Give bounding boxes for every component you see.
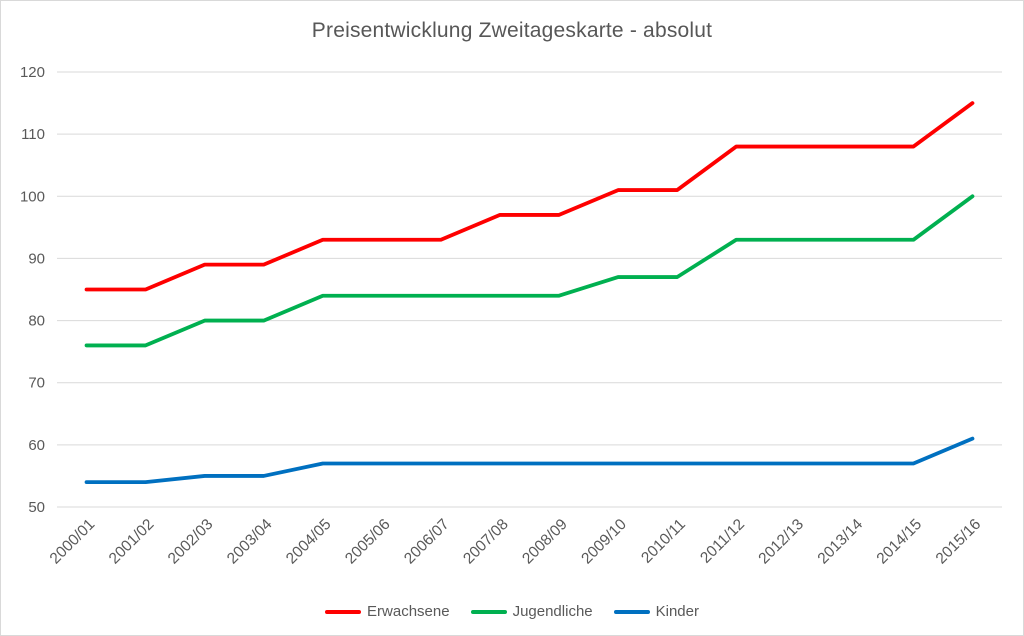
x-tick-label: 2014/15 <box>874 516 926 568</box>
series-line-erwachsene[interactable] <box>84 101 975 292</box>
x-tick-label: 2000/01 <box>47 516 99 568</box>
x-tick-label: 2006/07 <box>401 516 453 568</box>
y-tick-label: 70 <box>28 375 45 392</box>
legend-item-jugendliche[interactable]: Jugendliche <box>470 603 593 620</box>
x-tick-label: 2007/08 <box>460 516 512 568</box>
legend-line-swatch-kinder <box>613 609 650 614</box>
chart-title: Preisentwicklung Zweitageskarte - absolu… <box>311 19 713 42</box>
x-tick-label: 2013/14 <box>815 516 867 568</box>
legend-label-erwachsene: Erwachsene <box>367 603 450 620</box>
y-tick-label: 110 <box>21 126 45 143</box>
series-line-kinder[interactable] <box>84 436 975 485</box>
x-tick-label: 2005/06 <box>342 516 394 568</box>
y-tick-label: 100 <box>20 188 45 205</box>
series-line-jugendliche[interactable] <box>84 194 975 348</box>
x-tick-label: 2002/03 <box>165 516 217 568</box>
legend-line-swatch-erwachsene <box>325 609 362 614</box>
y-tick-label: 60 <box>28 437 45 454</box>
x-tick-label: 2004/05 <box>283 516 335 568</box>
y-tick-label: 80 <box>28 313 45 330</box>
legend-label-kinder: Kinder <box>655 603 699 620</box>
y-tick-label: 50 <box>28 499 45 516</box>
legend: Erwachsene Jugendliche Kinder <box>0 603 1024 620</box>
x-tick-label: 2011/12 <box>697 516 748 567</box>
x-tick-label: 2012/13 <box>755 516 807 568</box>
x-tick-label: 2003/04 <box>224 516 276 568</box>
legend-item-erwachsene[interactable]: Erwachsene <box>325 603 450 620</box>
legend-item-kinder[interactable]: Kinder <box>613 603 699 620</box>
x-tick-label: 2009/10 <box>578 516 630 568</box>
legend-line-swatch-jugendliche <box>470 609 507 614</box>
x-tick-label: 2010/11 <box>638 516 689 567</box>
x-tick-label: 2001/02 <box>106 516 158 568</box>
y-tick-label: 120 <box>20 64 45 81</box>
y-tick-label: 90 <box>28 250 45 267</box>
x-tick-label: 2015/16 <box>933 516 985 568</box>
legend-label-jugendliche: Jugendliche <box>512 603 593 620</box>
x-tick-label: 2008/09 <box>519 516 571 568</box>
